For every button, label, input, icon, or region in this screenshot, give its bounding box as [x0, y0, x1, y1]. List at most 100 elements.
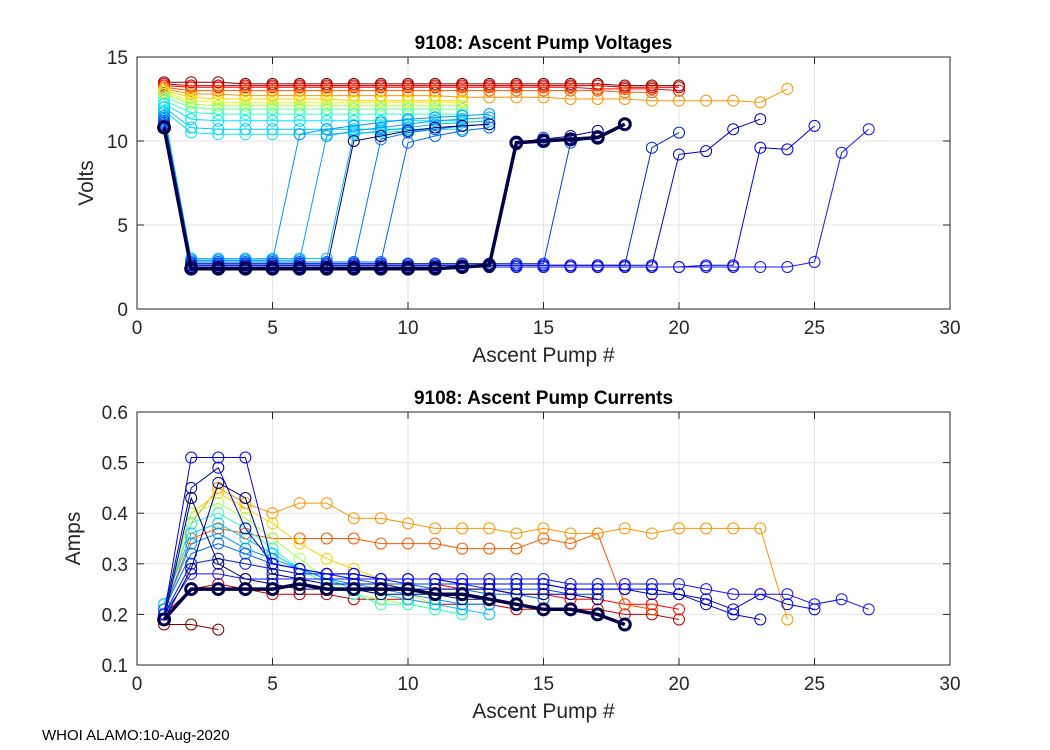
data-point	[727, 261, 740, 273]
series-18	[157, 577, 632, 632]
data-point	[239, 96, 252, 109]
data-point	[456, 99, 469, 112]
data-point	[510, 527, 523, 540]
data-point	[185, 91, 198, 104]
data-point	[456, 522, 469, 535]
data-point	[266, 108, 279, 121]
data-point	[835, 146, 848, 159]
data-point	[346, 582, 361, 597]
y-tick-label: 0.3	[102, 555, 128, 576]
data-point	[238, 582, 253, 597]
data-point	[347, 135, 360, 147]
data-point	[212, 451, 225, 464]
data-point	[185, 113, 198, 126]
x-tick-label: 20	[668, 318, 689, 339]
data-point	[727, 94, 740, 107]
x-tick-label: 5	[267, 318, 278, 339]
data-point	[862, 123, 875, 136]
data-point	[456, 109, 469, 122]
data-point	[347, 512, 360, 525]
data-point	[537, 572, 550, 585]
y-axis-label: Volts	[75, 160, 98, 206]
series-27	[157, 117, 632, 276]
data-point	[293, 93, 306, 105]
data-point	[211, 261, 226, 276]
data-point	[239, 522, 252, 535]
data-point	[293, 108, 306, 121]
data-point	[645, 527, 658, 540]
data-point	[429, 121, 442, 134]
data-point	[185, 94, 198, 107]
data-point	[781, 261, 794, 273]
data-point	[483, 111, 496, 124]
data-point	[158, 98, 171, 111]
data-point	[536, 134, 551, 148]
data-point	[185, 98, 198, 111]
data-point	[618, 93, 631, 105]
data-point	[185, 537, 198, 550]
data-point	[456, 84, 469, 97]
data-point	[673, 588, 685, 601]
data-point	[185, 87, 198, 100]
data-point	[212, 517, 225, 530]
data-point	[618, 86, 631, 99]
data-point	[483, 114, 496, 127]
series-line	[163, 100, 463, 115]
data-point	[292, 577, 307, 592]
data-point	[374, 116, 387, 129]
data-point	[482, 258, 497, 273]
data-point	[185, 547, 198, 560]
data-point	[185, 527, 198, 540]
data-point	[483, 542, 496, 555]
x-tick-label: 25	[804, 674, 825, 695]
series-line	[164, 624, 219, 631]
data-point	[781, 598, 794, 611]
data-point	[537, 588, 550, 601]
data-point	[645, 603, 658, 616]
data-point	[185, 106, 198, 119]
data-point	[185, 451, 198, 464]
data-point	[645, 141, 658, 154]
data-point	[673, 126, 685, 139]
data-point	[265, 261, 280, 276]
data-point	[537, 261, 550, 273]
data-point	[185, 81, 198, 94]
data-point	[157, 120, 172, 135]
data-point	[212, 476, 225, 489]
data-point	[402, 537, 414, 550]
data-point	[320, 93, 333, 105]
x-axis-label: Ascent Pump #	[472, 700, 615, 723]
data-point	[266, 128, 279, 141]
data-point	[347, 96, 360, 109]
data-point	[537, 532, 550, 545]
data-point	[211, 582, 226, 597]
data-point	[347, 99, 360, 112]
data-point	[347, 532, 360, 545]
data-point	[754, 96, 767, 109]
data-point	[374, 512, 387, 525]
data-point	[239, 89, 252, 102]
y-tick-label: 10	[107, 132, 128, 153]
data-point	[617, 117, 632, 132]
data-point	[402, 113, 414, 126]
data-point	[645, 598, 658, 611]
data-point	[239, 99, 252, 112]
data-point	[673, 522, 685, 535]
y-tick-label: 15	[107, 48, 128, 69]
data-point	[265, 582, 280, 597]
series-line	[163, 96, 463, 110]
data-point	[429, 81, 442, 94]
data-point	[564, 588, 577, 601]
data-point	[429, 537, 442, 550]
data-point	[700, 522, 713, 535]
data-point	[320, 114, 333, 127]
data-point	[483, 608, 496, 621]
data-point	[510, 91, 523, 104]
data-point	[402, 96, 414, 109]
data-point	[456, 116, 469, 129]
data-point	[292, 261, 307, 276]
x-tick-label: 5	[267, 674, 278, 695]
data-point	[320, 89, 333, 102]
data-point	[320, 129, 333, 142]
data-point	[483, 572, 496, 585]
